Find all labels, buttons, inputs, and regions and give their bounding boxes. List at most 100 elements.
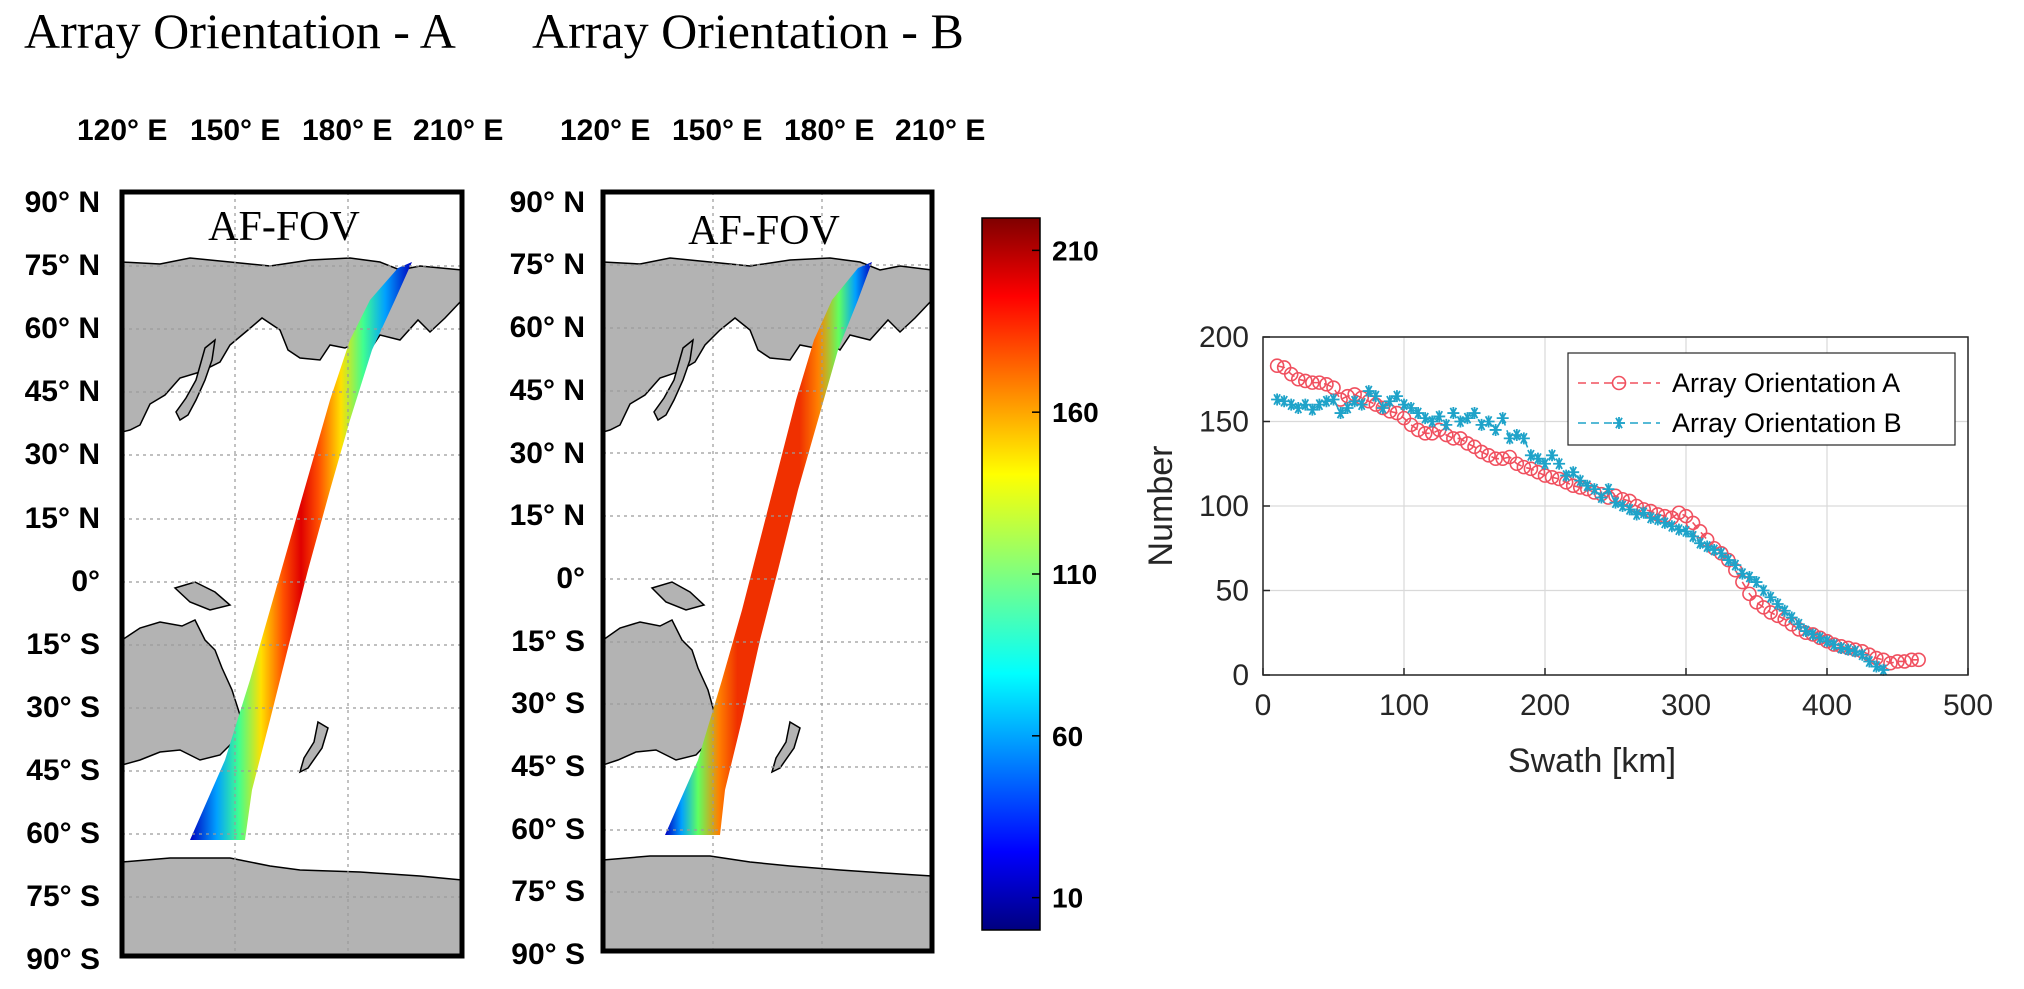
data-point: [1299, 398, 1312, 411]
data-point: [1792, 618, 1805, 631]
data-point: [1482, 415, 1495, 428]
map-b-land-japan: [653, 338, 695, 422]
data-point: [1856, 648, 1869, 661]
data-point: [1708, 543, 1721, 556]
data-point: [1383, 395, 1396, 408]
data-point: [1630, 508, 1643, 521]
data-point: [1651, 513, 1664, 526]
map-b-lat-tick: 60° S: [511, 813, 585, 846]
map-b-lon-ticks: 120° E 150° E 180° E 210° E: [560, 114, 985, 147]
data-point: [1390, 390, 1403, 403]
data-point: [1488, 451, 1503, 466]
data-point: [1334, 407, 1347, 420]
map-a-land-australia: [122, 619, 241, 766]
data-point: [1821, 635, 1833, 648]
data-point: [1574, 474, 1587, 487]
data-point: [1489, 423, 1502, 436]
map-a-lat-tick: 15° N: [25, 502, 100, 535]
data-point: [1440, 418, 1453, 431]
data-point: [1510, 429, 1523, 442]
map-b-lat-tick: 15° S: [511, 625, 585, 658]
x-tick-label: 400: [1802, 689, 1852, 722]
map-a-lat-tick: 75° N: [25, 249, 100, 282]
data-point: [1285, 398, 1298, 411]
data-point: [1341, 401, 1354, 414]
map-b-lat-tick: 30° S: [511, 687, 585, 720]
data-point: [1904, 652, 1919, 668]
map-b-land-australia: [603, 618, 716, 766]
colorbar-gradient: [981, 217, 1041, 931]
map-a-lon-tick: 180° E: [302, 114, 392, 147]
title-orientation-a: Array Orientation - A: [24, 3, 456, 59]
data-point: [1475, 418, 1488, 431]
data-point: [1327, 393, 1340, 406]
data-point: [1271, 393, 1284, 406]
data-point: [1883, 655, 1898, 671]
data-point: [1763, 605, 1778, 620]
map-b-lat-tick: 0°: [556, 562, 585, 595]
map-a-lat-tick: 60° N: [25, 312, 100, 345]
map-a-lat-ticks: 90° N 75° N 60° N 45° N 30° N 15° N 0° 1…: [25, 186, 100, 976]
map-a-frame: [119, 189, 465, 959]
map-b-land-antarctica: [603, 855, 932, 951]
data-point: [1539, 457, 1551, 470]
data-point: [1842, 643, 1855, 656]
map-b-lat-tick: 15° N: [510, 499, 585, 532]
x-tick-label: 200: [1520, 689, 1570, 722]
colorbar-tick-label: 10: [1052, 883, 1083, 914]
data-point: [1305, 375, 1320, 390]
map-b-lat-tick: 75° S: [511, 875, 585, 908]
data-point: [1623, 503, 1636, 516]
y-tick-label: 100: [1199, 490, 1249, 523]
data-point: [1516, 459, 1532, 475]
data-point: [1694, 537, 1707, 550]
map-a-lat-tick: 0°: [71, 565, 100, 598]
series-layer: [1269, 358, 1926, 676]
data-point: [1410, 422, 1426, 438]
data-point: [1911, 652, 1926, 668]
map-a-land-japan: [175, 338, 217, 422]
data-point: [1701, 540, 1714, 553]
data-point: [1405, 401, 1418, 414]
data-point: [1890, 654, 1905, 669]
y-tick-label: 150: [1199, 406, 1249, 439]
data-point: [1419, 412, 1432, 425]
colorbar: 10 60 110 160 210: [981, 217, 1099, 931]
data-point: [1672, 523, 1685, 536]
y-tick-label: 50: [1216, 575, 1249, 608]
data-point: [1524, 449, 1537, 462]
map-a-lat-tick: 45° S: [26, 754, 100, 787]
map-a-graticule: [122, 192, 462, 956]
data-point: [1496, 412, 1509, 425]
data-point: [1531, 452, 1544, 465]
data-point: [1560, 469, 1573, 482]
x-tick-label: 0: [1255, 689, 1272, 722]
colorbar-ticks: 10 60 110 160 210: [1032, 235, 1099, 914]
line-chart: 0 100 200 300 400 500 0 50 100 150 200 Swath [km]…: [1142, 321, 1993, 780]
data-point: [1298, 373, 1313, 389]
map-panel-b: 120° E 150° E 180° E 210° E 90° N 75° N …: [510, 114, 986, 971]
data-point: [1495, 451, 1510, 466]
map-b-lon-tick: 180° E: [784, 114, 874, 147]
data-point: [1446, 431, 1461, 446]
map-b-lat-tick: 45° N: [510, 374, 585, 407]
plot-frame: [1262, 336, 1969, 676]
data-point: [1877, 663, 1890, 676]
data-point: [1375, 400, 1391, 416]
data-point: [1602, 483, 1615, 496]
map-a-lat-tick: 90° S: [26, 943, 100, 976]
data-point: [1426, 415, 1439, 428]
data-point: [1785, 611, 1798, 624]
legend-label-a: Array Orientation A: [1672, 368, 1900, 398]
data-point: [1757, 584, 1770, 597]
data-point: [1530, 464, 1546, 480]
data-point: [1376, 401, 1389, 414]
legend-sample-marker: [1613, 417, 1625, 429]
data-point: [1863, 655, 1876, 668]
data-point: [1481, 447, 1496, 463]
data-point: [1680, 525, 1692, 538]
title-orientation-b: Array Orientation - B: [532, 3, 964, 59]
data-point: [1412, 407, 1425, 420]
map-a-lon-tick: 150° E: [190, 114, 280, 147]
data-point: [1348, 395, 1361, 408]
